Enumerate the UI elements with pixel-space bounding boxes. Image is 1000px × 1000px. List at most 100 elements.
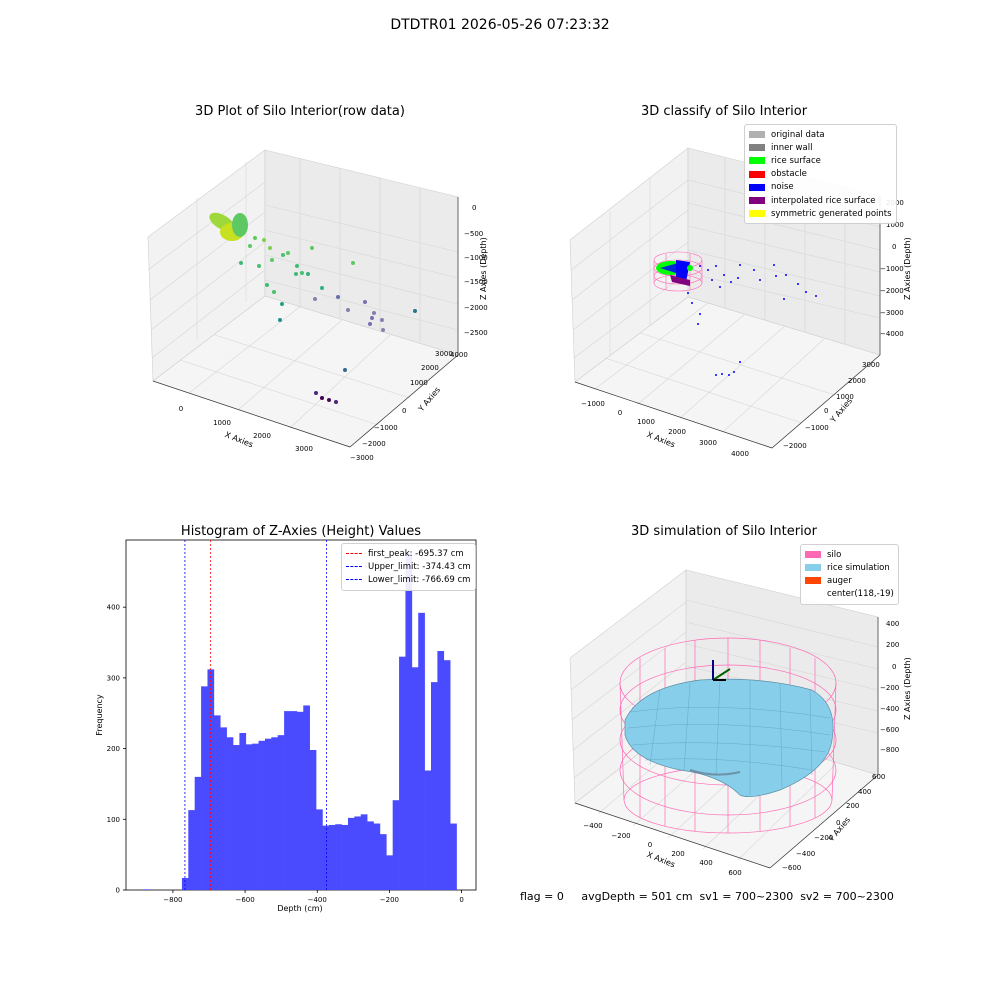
- histogram-bar: [296, 711, 304, 890]
- histogram-bar: [392, 800, 400, 890]
- histogram-bar: [258, 740, 266, 890]
- p2-zlabel: Z Axies (Depth): [903, 237, 912, 300]
- legend-label: silo: [827, 549, 842, 560]
- histogram-bar: [201, 686, 208, 890]
- legend-label: obstacle: [771, 169, 807, 180]
- histogram-legend-entry: first_peak: -695.37 cm: [346, 547, 471, 560]
- histogram-bar: [341, 824, 349, 890]
- p4-xtick-0: −400: [583, 822, 602, 830]
- legend-entry: rice simulation: [805, 561, 894, 574]
- histogram-xtick-label: −600: [235, 896, 254, 904]
- legend-entry: silo: [805, 548, 894, 561]
- legend-entry: interpolated rice surface: [749, 194, 892, 207]
- histogram-ytick-label: 0: [116, 887, 120, 895]
- legend-entry: original data: [749, 128, 892, 141]
- histogram-legend: first_peak: -695.37 cm Upper_limit: -374.…: [341, 543, 476, 591]
- histogram-xtick-label: −800: [163, 896, 182, 904]
- legend-swatch: [805, 551, 821, 559]
- legend-line-swatch: [346, 579, 362, 581]
- histogram-bar: [284, 711, 291, 890]
- panel1-panes: [147, 149, 459, 448]
- histogram-bar: [450, 823, 457, 890]
- p2-ytick-0: −2000: [783, 442, 807, 450]
- histogram-xlabel: Depth (cm): [277, 904, 322, 913]
- legend-line-swatch: [346, 566, 362, 568]
- legend-swatch: [749, 197, 765, 205]
- rice-cluster-blob-b: [220, 223, 244, 241]
- legend-label: interpolated rice surface: [771, 195, 876, 206]
- legend-entry: symmetric generated points: [749, 207, 892, 220]
- legend-swatch: [805, 577, 821, 585]
- p2-ztick-1: −3000: [880, 309, 904, 317]
- histogram-bar: [354, 816, 362, 890]
- histogram-bar: [373, 823, 381, 890]
- p2-xtick-3: 2000: [668, 428, 686, 436]
- p1-xtick-1: 1000: [213, 419, 231, 427]
- p1-ytick-4: 1000: [410, 379, 428, 387]
- legend-entry: noise: [749, 181, 892, 194]
- panel2-axis-lines: [574, 196, 881, 449]
- p4-ytick-4: 200: [846, 802, 859, 810]
- histogram-frame: [125, 539, 477, 891]
- p1-ztick-2: −1500: [464, 278, 488, 286]
- histogram-bar: [309, 750, 317, 890]
- figure-title: DTDTR01 2026-05-26 07:23:32: [390, 17, 610, 33]
- legend-entry: obstacle: [749, 168, 892, 181]
- panel4-panes: [569, 569, 879, 869]
- legend-label: first_peak: -695.37 cm: [368, 548, 464, 559]
- p1-xtick-3: 3000: [295, 445, 313, 453]
- legend-label: inner wall: [771, 142, 813, 153]
- panel1-points: [209, 212, 417, 404]
- p4-ztick-5: 200: [886, 641, 899, 649]
- p2-xtick-5: 4000: [731, 450, 749, 458]
- p2-xtick-1: 0: [618, 409, 622, 417]
- panel3-title: Histogram of Z-Axies (Height) Values: [180, 524, 422, 539]
- p1-ztick-1: −2000: [464, 304, 488, 312]
- histogram-bar: [188, 810, 196, 890]
- legend-swatch: [749, 183, 765, 191]
- histogram-bar: [443, 660, 451, 890]
- panel4-axis-lines: [574, 617, 879, 869]
- p2-ytick-3: 1000: [836, 393, 854, 401]
- panel2-points: [653, 251, 817, 376]
- p4-xlabel: X Axies: [646, 850, 677, 869]
- legend-swatch: [749, 170, 765, 178]
- p4-ytick-0: −600: [782, 864, 801, 872]
- legend-swatch: [749, 210, 765, 218]
- rice-cluster-blob-c: [232, 213, 248, 237]
- histogram-bar: [271, 737, 279, 890]
- histogram-legend-entry: Upper_limit: -374.43 cm: [346, 560, 471, 573]
- histogram-xtick-label: −200: [380, 896, 399, 904]
- legend-label: Lower_limit: -766.69 cm: [368, 574, 471, 585]
- p4-ytick-6: 600: [872, 773, 885, 781]
- p1-ztick-4: −500: [464, 230, 483, 238]
- p1-ytick-5: 2000: [421, 364, 439, 372]
- histogram-ytick-label: 200: [107, 745, 120, 753]
- histogram-bar: [226, 737, 234, 890]
- legend-swatch: [805, 564, 821, 572]
- histogram-bar: [303, 705, 310, 890]
- p4-ztick-1: −600: [880, 726, 899, 734]
- histogram-bar: [360, 814, 368, 890]
- p2-xlabel: X Axies: [646, 430, 677, 449]
- legend-label: center(118,-19): [827, 589, 894, 600]
- histogram-ytick-label: 300: [107, 674, 120, 682]
- histogram-bar: [252, 743, 259, 890]
- panel4-legend: silo rice simulation auger center(118,-19): [800, 544, 899, 605]
- histogram-bar: [264, 738, 272, 890]
- panel2-title: 3D classify of Silo Interior: [640, 104, 808, 119]
- p4-ztick-3: −200: [880, 684, 899, 692]
- p1-ytick-3: 0: [402, 407, 406, 415]
- p1-xtick-2: 2000: [253, 432, 271, 440]
- panel1-title: 3D Plot of Silo Interior(row data): [195, 104, 405, 119]
- histogram-bar: [399, 656, 406, 890]
- rice-surface-patch: [656, 261, 686, 275]
- histogram-bar: [277, 735, 285, 890]
- p4-ytick-5: 400: [858, 788, 871, 796]
- rice-simulation-surface: [624, 678, 834, 797]
- panel1-axis-lines: [152, 197, 459, 448]
- legend-label: rice surface: [771, 155, 821, 166]
- p2-xtick-0: −1000: [581, 400, 605, 408]
- p2-ytick-1: −1000: [805, 424, 829, 432]
- legend-label: Upper_limit: -374.43 cm: [368, 561, 471, 572]
